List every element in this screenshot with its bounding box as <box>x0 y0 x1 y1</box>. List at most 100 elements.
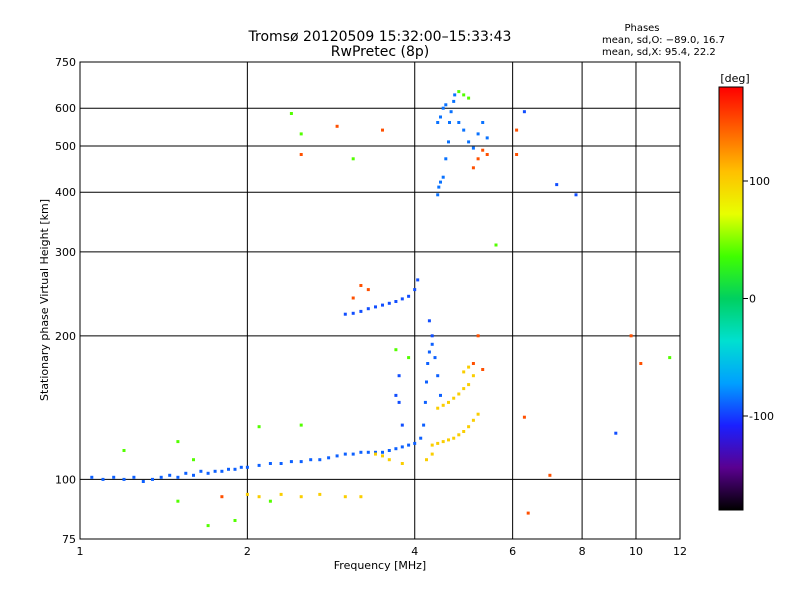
data-point <box>400 297 404 301</box>
data-point <box>515 153 519 156</box>
data-point <box>422 423 426 427</box>
x-tick-label: 4 <box>411 545 418 558</box>
data-point <box>122 477 126 481</box>
data-point <box>387 458 391 462</box>
data-point <box>176 499 180 503</box>
data-point <box>327 456 331 460</box>
data-point <box>481 148 485 152</box>
data-point <box>430 443 434 447</box>
data-point <box>122 449 126 452</box>
data-point <box>359 450 363 454</box>
data-point <box>206 471 210 475</box>
data-point <box>439 393 442 397</box>
data-point <box>423 400 427 404</box>
data-point <box>574 193 578 197</box>
data-point <box>366 450 370 454</box>
data-point <box>407 294 411 298</box>
x-tick-label: 10 <box>629 545 643 558</box>
data-points <box>90 90 672 528</box>
x-axis-label: Frequency [MHz] <box>334 559 426 572</box>
data-point <box>494 243 498 247</box>
data-point <box>400 423 404 427</box>
data-point <box>299 153 303 156</box>
data-point <box>245 465 249 469</box>
y-tick-label: 100 <box>55 473 76 486</box>
data-point <box>436 441 440 445</box>
data-point <box>279 492 283 496</box>
data-point <box>433 356 437 360</box>
data-point <box>457 121 461 124</box>
data-point <box>425 380 428 384</box>
data-point <box>444 103 448 107</box>
y-tick-label: 300 <box>55 246 76 259</box>
y-tick-label: 500 <box>55 140 76 153</box>
data-point <box>436 406 440 410</box>
data-point <box>476 132 480 136</box>
data-point <box>299 132 303 136</box>
data-point <box>485 136 489 140</box>
data-point <box>227 467 230 471</box>
data-point <box>381 450 384 454</box>
data-point <box>279 462 283 465</box>
data-point <box>481 121 485 124</box>
data-point <box>471 146 475 150</box>
data-point <box>462 430 466 433</box>
data-point <box>257 425 261 429</box>
y-tick-label: 75 <box>62 533 76 546</box>
data-point <box>359 495 363 499</box>
x-axis-ticks: 1 2 4 6 8 10 12 <box>77 545 688 558</box>
data-point <box>374 452 377 456</box>
data-point <box>416 278 420 282</box>
data-point <box>476 334 480 338</box>
data-point <box>141 480 145 483</box>
data-point <box>452 436 456 440</box>
data-point <box>343 495 347 499</box>
data-point <box>427 319 431 323</box>
data-point <box>220 495 224 499</box>
data-point <box>462 128 466 132</box>
data-point <box>366 307 370 311</box>
phase-heading: Phases <box>624 23 659 34</box>
data-point <box>101 477 105 481</box>
data-point <box>299 495 303 499</box>
y-tick-label: 200 <box>55 330 76 343</box>
colorbar-tick-label: 0 <box>749 293 756 306</box>
data-point <box>407 356 411 360</box>
data-point <box>522 110 526 114</box>
data-point <box>441 440 445 444</box>
data-point <box>471 418 475 422</box>
data-point <box>452 99 456 103</box>
data-point <box>132 475 136 479</box>
data-point <box>471 166 475 170</box>
y-tick-label: 600 <box>55 102 76 115</box>
data-point <box>457 392 461 396</box>
y-tick-label: 750 <box>55 56 76 69</box>
data-point <box>522 415 526 419</box>
data-point <box>387 449 391 452</box>
data-point <box>515 128 519 132</box>
data-point <box>471 374 475 378</box>
x-tick-label: 1 <box>77 545 84 558</box>
x-tick-label: 2 <box>244 545 251 558</box>
data-point <box>457 90 461 94</box>
chart-title: Tromsø 20120509 15:32:00–15:33:43 <box>248 29 512 45</box>
data-point <box>397 374 401 378</box>
data-point <box>351 296 355 300</box>
data-point <box>112 475 116 479</box>
data-point <box>309 458 313 462</box>
data-point <box>467 365 471 369</box>
data-point <box>476 412 480 416</box>
data-point <box>381 454 384 458</box>
data-point <box>397 400 401 404</box>
data-point <box>447 400 450 404</box>
data-point <box>245 492 249 496</box>
data-point <box>351 452 355 456</box>
data-point <box>526 511 530 515</box>
y-axis-ticks: 75 100 200 300 400 500 600 750 <box>55 56 76 546</box>
data-point <box>381 303 384 307</box>
data-point <box>366 288 370 292</box>
data-point <box>467 425 471 429</box>
data-point <box>400 445 404 449</box>
plot-frame <box>79 61 681 540</box>
